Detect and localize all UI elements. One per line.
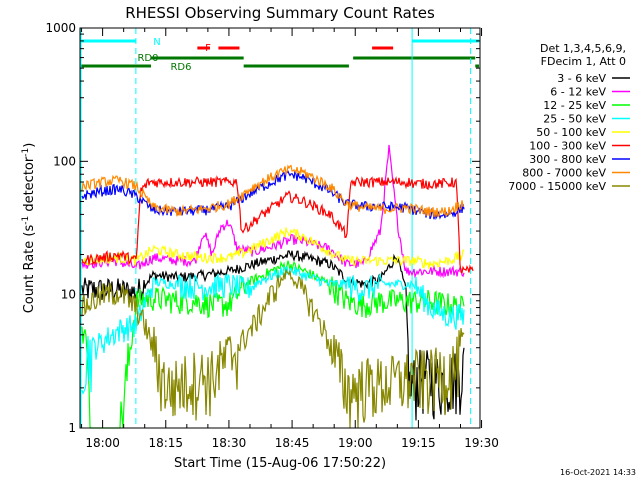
y-tick-label-3: 1000 xyxy=(45,21,76,35)
x-tick-label-0: 18:00 xyxy=(85,436,120,450)
legend-label-6: 300 - 800 keV xyxy=(529,153,606,166)
timestamp: 16-Oct-2021 14:33 xyxy=(560,468,636,477)
legend-label-8: 7000 - 15000 keV xyxy=(508,180,606,193)
legend-label-0: 3 - 6 keV xyxy=(557,72,606,85)
series-line-6 xyxy=(81,170,465,221)
legend-label-7: 800 - 7000 keV xyxy=(522,167,606,180)
flag-label-F: F xyxy=(205,43,211,54)
y-tick-label-2: 100 xyxy=(53,154,76,168)
x-tick-label-5: 19:15 xyxy=(401,436,436,450)
legend-label-2: 12 - 25 keV xyxy=(543,99,606,112)
series-layer xyxy=(81,144,474,429)
series-line-5 xyxy=(81,175,474,274)
mode-change-lines xyxy=(80,28,472,428)
legend-label-5: 100 - 300 keV xyxy=(529,140,606,153)
y-tick-label-0: 1 xyxy=(68,421,76,435)
flag-label-RD6: RD6 xyxy=(170,62,191,73)
observing-flags: N F RD0 RD6 xyxy=(81,37,479,73)
series-line-8 xyxy=(81,269,465,429)
flag-label-RD0: RD0 xyxy=(137,53,158,64)
legend-label-4: 50 - 100 keV xyxy=(536,126,606,139)
series-line-0 xyxy=(81,250,465,421)
x-tick-label-1: 18:15 xyxy=(148,436,183,450)
y-tick-label-1: 10 xyxy=(61,288,76,302)
axis-ticks: 18:00 18:15 18:30 18:45 19:00 19:15 19:30 1 10 10… xyxy=(45,21,498,450)
chart-title: RHESSI Observing Summary Count Rates xyxy=(125,4,435,22)
legend-header-line-1: Det 1,3,4,5,6,9, xyxy=(540,42,626,55)
series-line-3 xyxy=(81,265,465,395)
legend-label-3: 25 - 50 keV xyxy=(543,113,606,126)
legend-header-line-2: FDecim 1, Att 0 xyxy=(541,55,626,68)
x-tick-label-4: 19:00 xyxy=(338,436,373,450)
x-tick-label-2: 18:30 xyxy=(212,436,247,450)
plot-frame xyxy=(79,27,481,429)
series-line-4 xyxy=(81,227,465,269)
y-axis-label: Count Rate (s-1 detector-1) xyxy=(21,143,37,314)
x-tick-label-6: 19:30 xyxy=(464,436,499,450)
x-axis-label: Start Time (15-Aug-06 17:50:22) xyxy=(174,456,386,471)
flag-label-N: N xyxy=(153,37,160,48)
series-line-7 xyxy=(81,164,464,218)
x-tick-label-3: 18:45 xyxy=(275,436,310,450)
legend: Det 1,3,4,5,6,9, FDecim 1, Att 0 3 - 6 k… xyxy=(508,42,630,193)
legend-label-1: 6 - 12 keV xyxy=(550,86,606,99)
